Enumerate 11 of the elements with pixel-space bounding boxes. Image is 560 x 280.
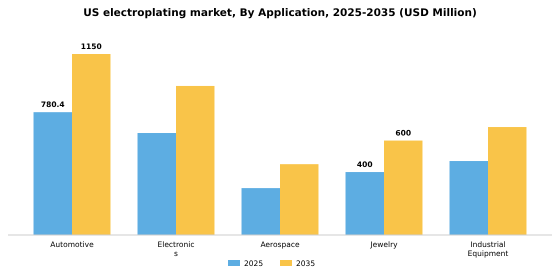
bar [346,172,384,235]
bar [280,164,318,235]
bar [138,133,176,235]
bar [488,127,526,235]
bar [34,112,72,235]
bar [450,161,488,235]
bar [176,86,214,235]
bar [242,188,280,235]
bar [384,140,422,235]
bar [72,54,110,235]
chart-title: US electroplating market, By Application, 2025-2035 (USD Million) [83,7,477,19]
